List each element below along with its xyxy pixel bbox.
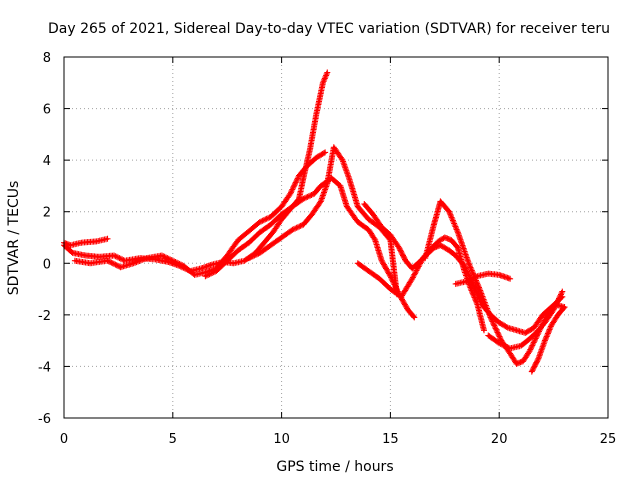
- y-tick-label: 2: [43, 206, 51, 221]
- x-axis-label: GPS time / hours: [276, 459, 393, 475]
- x-tick-labels: 0 5 10 15 20 25: [60, 432, 616, 447]
- x-tick-label: 15: [382, 432, 399, 447]
- data-point-markers: [61, 69, 331, 274]
- y-tick-label: -2: [38, 309, 51, 324]
- grid: [64, 57, 608, 418]
- y-tick-label: 6: [43, 103, 51, 118]
- data-series-track: [528, 304, 568, 375]
- data-series-track: [452, 270, 514, 287]
- x-tick-label: 25: [600, 432, 617, 447]
- y-tick-labels: -6 -4 -2 0 2 4 6 8: [38, 51, 51, 427]
- data-series-line: [487, 290, 564, 350]
- data-point-markers: [71, 149, 329, 278]
- y-tick-label: 8: [43, 51, 51, 66]
- x-tick-label: 20: [491, 432, 508, 447]
- data-series-line: [204, 177, 416, 319]
- data-series-line: [247, 146, 398, 296]
- data-series-track: [71, 149, 329, 278]
- x-tick-label: 10: [273, 432, 290, 447]
- data-series-line: [454, 272, 512, 285]
- data-series-track: [61, 69, 331, 274]
- y-tick-label: -6: [38, 412, 51, 427]
- y-tick-label: -4: [38, 360, 51, 375]
- y-tick-label: 0: [43, 257, 51, 272]
- x-tick-label: 0: [60, 432, 68, 447]
- data-series-track: [485, 288, 566, 352]
- data-series: [61, 69, 568, 375]
- plot-frame: [63, 56, 609, 419]
- y-axis-label: SDTVAR / TECUs: [6, 181, 22, 296]
- data-point-markers: [452, 270, 514, 287]
- axis-ticks: [63, 56, 609, 419]
- data-series-line: [62, 237, 109, 247]
- data-series-line: [62, 71, 329, 273]
- data-series-line: [356, 244, 564, 334]
- y-tick-label: 4: [43, 154, 51, 169]
- x-tick-label: 5: [169, 432, 177, 447]
- data-series-line: [530, 306, 566, 373]
- chart-title: Day 265 of 2021, Sidereal Day-to-day VTE…: [48, 21, 610, 37]
